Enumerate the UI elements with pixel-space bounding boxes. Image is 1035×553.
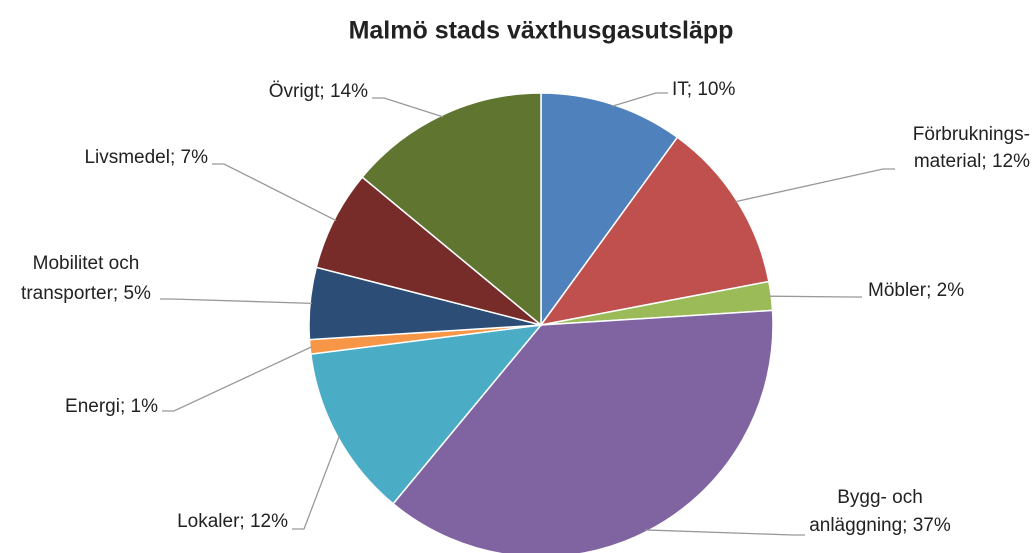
pie-slice [309, 324, 543, 505]
data-label: Övrigt; 14% [269, 81, 368, 102]
data-label: material; 12% [914, 151, 1030, 172]
chart-title: Malmö stads växthusgasutsläpp [349, 17, 734, 45]
data-label: Livsmedel; 7% [84, 147, 208, 168]
data-label: anläggning; 37% [809, 515, 951, 536]
leader-line [645, 529, 805, 536]
leader-line [735, 168, 895, 203]
data-label: transporter; 5% [21, 283, 151, 304]
data-label: Energi; 1% [65, 396, 158, 417]
leader-line [160, 298, 313, 305]
pie-slice [540, 92, 679, 328]
data-label: Möbler; 2% [868, 280, 964, 301]
data-label: Förbruknings- [913, 124, 1030, 145]
data-label: Lokaler; 12% [177, 511, 288, 532]
leader-line [162, 346, 313, 412]
data-label: Bygg- och [837, 487, 923, 508]
leader-line [212, 163, 337, 222]
leader-line [372, 97, 444, 118]
pie-slice [392, 309, 774, 553]
data-label: Mobilitet och [33, 253, 140, 274]
pie-slice [539, 136, 770, 327]
pie-slice [361, 92, 542, 327]
leader-line [611, 92, 668, 107]
leader-line [292, 435, 341, 530]
leader-line [769, 295, 862, 298]
data-label: IT; 10% [672, 79, 735, 100]
